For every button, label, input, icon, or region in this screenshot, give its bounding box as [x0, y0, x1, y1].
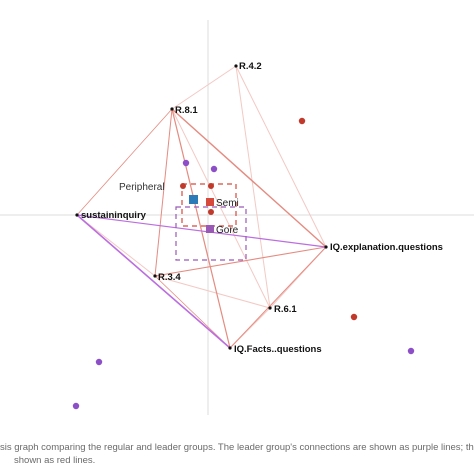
edge-r81-r34	[154, 108, 173, 277]
peripheral-label: Peripheral	[119, 182, 165, 193]
leader-point	[182, 159, 190, 167]
node-label-r81: R.8.1	[175, 105, 198, 116]
edge-r81-r61	[171, 108, 271, 309]
regular-point	[298, 117, 306, 125]
node-dot-r61	[268, 306, 272, 310]
semi-label: Semi	[216, 198, 239, 209]
node-dot-r81	[170, 107, 174, 111]
leader-points	[72, 159, 415, 410]
gore-label: Gore	[216, 225, 239, 236]
edge-r34-r61	[154, 275, 271, 309]
edge-r81-sus	[76, 108, 173, 216]
node-label-iqe: IQ.explanation.questions	[330, 242, 443, 253]
leader-point	[407, 347, 415, 355]
semi-mean-red-marker	[206, 198, 214, 206]
regular-point	[208, 209, 214, 215]
node-dot-iqf	[228, 346, 232, 350]
code-nodes	[75, 64, 328, 350]
node-dot-r42	[234, 64, 238, 68]
node-label-r42: R.4.2	[239, 61, 262, 72]
node-label-r34: R.3.4	[158, 272, 181, 283]
node-dot-r34	[153, 274, 157, 278]
regular-point	[350, 313, 358, 321]
edge-r42-r81	[171, 65, 237, 110]
figure-caption: sis graph comparing the regular and lead…	[0, 441, 474, 467]
edge-sus-r34	[76, 214, 156, 277]
gore-mean-marker	[206, 225, 214, 233]
leader-point	[210, 165, 218, 173]
caption-line-1: sis graph comparing the regular and lead…	[0, 442, 474, 453]
edge-iqf-iqe	[229, 246, 327, 349]
caption-line-2: shown as red lines.	[14, 455, 96, 466]
leader-point	[72, 402, 80, 410]
leader-point	[95, 358, 103, 366]
node-label-r61: R.6.1	[274, 304, 297, 315]
node-label-sus: sustaininquiry	[81, 210, 147, 221]
node-dot-sus	[75, 213, 79, 217]
regular-point	[208, 183, 214, 189]
epistemic-network-graph: Semi Gore Peripheral R.4.2 R.8.1 sustain…	[0, 20, 474, 415]
faint-edges	[76, 65, 327, 349]
leader-confidence-box	[175, 206, 247, 261]
edge-sus-iqe	[76, 214, 327, 248]
edge-r81-iqf	[171, 108, 231, 349]
regular-point	[180, 183, 186, 189]
edge-r81-iqe	[171, 108, 327, 248]
regular-edges	[76, 108, 327, 349]
semi-mean-marker	[189, 195, 198, 204]
leader-edges	[76, 214, 327, 349]
edge-r34-iqe	[154, 246, 327, 277]
node-label-iqf: IQ.Facts..questions	[234, 344, 322, 355]
edge-r42-iqe	[235, 65, 327, 248]
edge-r42-r61	[235, 65, 271, 309]
edge-sus-iqf	[76, 214, 231, 349]
regular-points	[180, 117, 358, 321]
edge-r34-iqf	[154, 275, 231, 349]
node-dot-iqe	[324, 245, 328, 249]
